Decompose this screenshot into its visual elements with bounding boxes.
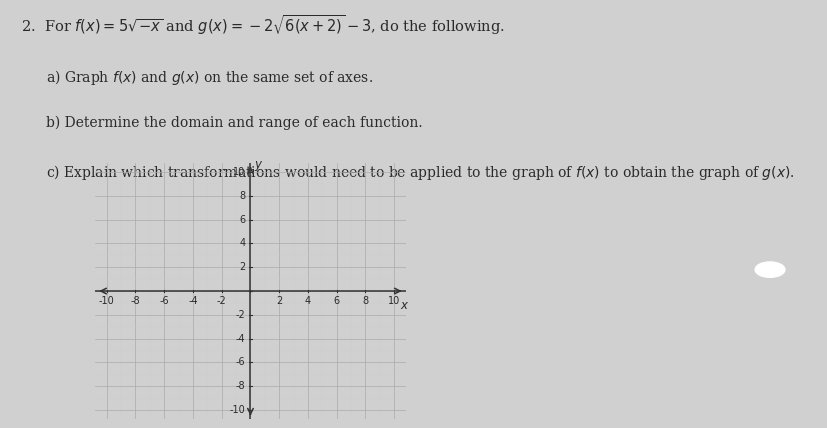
Text: 10: 10 [233,167,245,177]
Text: -8: -8 [131,296,140,306]
Text: c) Explain which transformations would need to be applied to the graph of $f(x)$: c) Explain which transformations would n… [45,163,793,181]
Text: 2: 2 [275,296,282,306]
Text: 6: 6 [333,296,339,306]
Text: -2: -2 [217,296,227,306]
Text: x: x [400,299,407,312]
Text: 2: 2 [239,262,245,272]
Text: -2: -2 [236,310,245,320]
Text: 4: 4 [304,296,311,306]
Text: 4: 4 [239,238,245,249]
Text: -4: -4 [236,333,245,344]
Text: a) Graph $f(x)$ and $g(x)$ on the same set of axes.: a) Graph $f(x)$ and $g(x)$ on the same s… [45,68,372,87]
Text: -6: -6 [236,357,245,367]
Text: -10: -10 [98,296,114,306]
Text: -6: -6 [160,296,169,306]
Circle shape [754,262,784,277]
Text: 10: 10 [388,296,400,306]
Text: -10: -10 [229,405,245,415]
Text: 2.  For $f(x) = 5\sqrt{-x}$ and $g(x) = -2\sqrt{6(x+2)}-3$, do the following.: 2. For $f(x) = 5\sqrt{-x}$ and $g(x) = -… [21,13,504,37]
Text: 8: 8 [239,191,245,201]
Text: -8: -8 [236,381,245,391]
Text: y: y [255,158,261,171]
Text: b) Determine the domain and range of each function.: b) Determine the domain and range of eac… [45,116,422,130]
Text: -4: -4 [188,296,198,306]
Text: 8: 8 [362,296,368,306]
Text: 6: 6 [239,215,245,225]
